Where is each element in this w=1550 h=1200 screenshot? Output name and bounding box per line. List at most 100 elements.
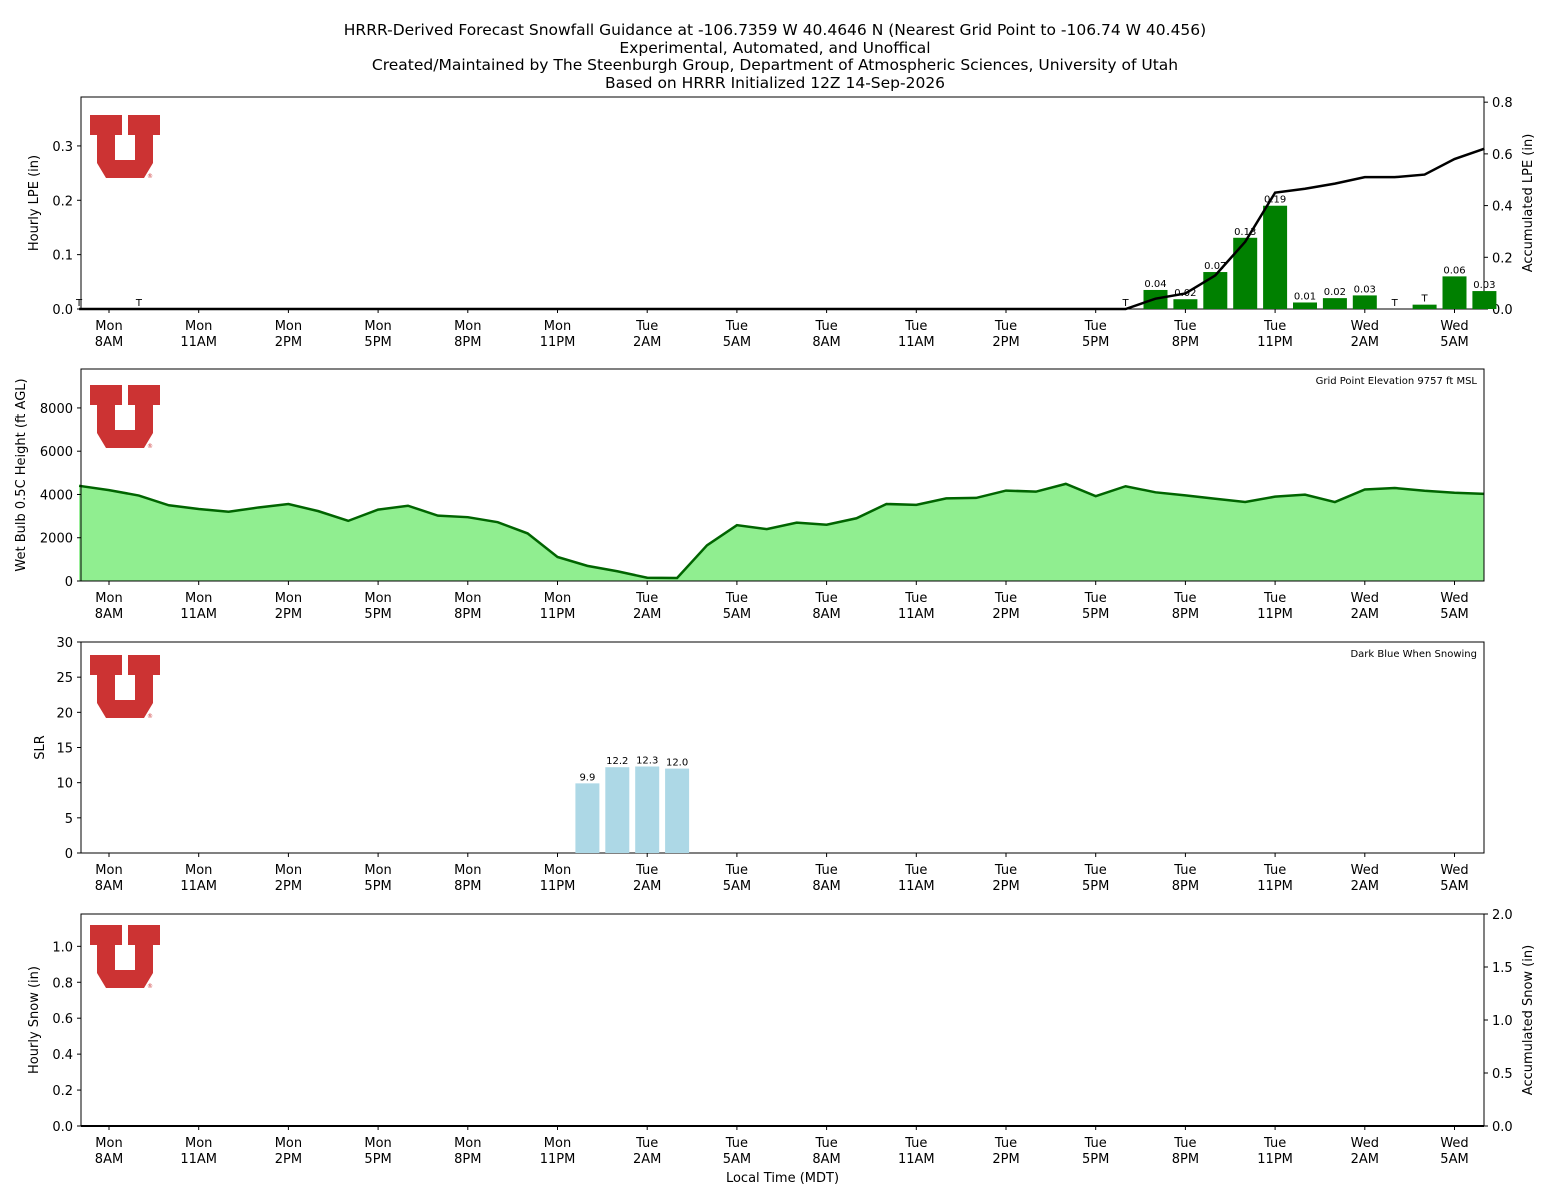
x-tick-label-hour: 2PM (275, 879, 302, 894)
y2-tick-label: 0.8 (1492, 96, 1513, 111)
x-tick-label-day: Mon (95, 591, 122, 606)
x-tick-label-day: Tue (1263, 863, 1286, 878)
x-tick-label-day: Tue (1084, 863, 1107, 878)
slr-bar-label: 12.0 (666, 758, 688, 769)
x-tick-label-day: Mon (275, 863, 302, 878)
x-tick-label-hour: 5AM (723, 335, 751, 350)
x-tick-label-hour: 5PM (364, 607, 391, 622)
x-tick-label-day: Mon (364, 319, 391, 334)
lpe-trace-label: T (75, 298, 83, 309)
x-tick-label-hour: 11PM (1257, 879, 1293, 894)
x-tick-label-hour: 11AM (898, 335, 935, 350)
x-tick-label-hour: 11PM (540, 607, 576, 622)
lpe-bar-label: 0.07 (1204, 261, 1226, 272)
lpe-bar-label: 0.13 (1234, 227, 1256, 238)
x-tick-label-day: Wed (1440, 1136, 1468, 1151)
university-of-utah-logo: ® (90, 385, 160, 450)
x-tick-label-hour: 5AM (1440, 607, 1468, 622)
x-tick-label-hour: 11PM (1257, 335, 1293, 350)
chart-subtitle-experimental: Experimental, Automated, and Unoffical (619, 39, 931, 57)
y-tick-label: 2000 (40, 532, 73, 547)
x-tick-label-day: Tue (1173, 591, 1196, 606)
x-tick-label-hour: 2AM (1351, 879, 1379, 894)
x-tick-label-day: Tue (725, 1136, 748, 1151)
x-tick-label-day: Tue (994, 591, 1017, 606)
y2-tick-label: 1.5 (1492, 961, 1513, 976)
logo-u-shape (90, 925, 160, 988)
x-tick-label-day: Tue (725, 319, 748, 334)
x-tick-label-hour: 11AM (180, 335, 217, 350)
x-tick-label-hour: 5PM (1082, 607, 1109, 622)
x-tick-label-day: Mon (454, 1136, 481, 1151)
x-tick-label-hour: 8AM (812, 335, 840, 350)
logo-u-shape (90, 655, 160, 718)
x-tick-label-hour: 2AM (633, 607, 661, 622)
x-tick-label-hour: 11AM (180, 607, 217, 622)
lpe-trace-label: T (1122, 298, 1130, 309)
x-tick-label-day: Mon (95, 319, 122, 334)
x-tick-label-day: Wed (1351, 1136, 1379, 1151)
y2-axis-label-accumulated-lpe: Accumulated LPE (in) (1521, 134, 1536, 273)
x-tick-label-hour: 2PM (992, 607, 1019, 622)
x-tick-label-hour: 8AM (812, 1152, 840, 1167)
x-tick-label-hour: 2AM (1351, 335, 1379, 350)
x-tick-label-day: Tue (1173, 319, 1196, 334)
lpe-bar-label: 0.06 (1443, 265, 1465, 276)
x-tick-label-hour: 5AM (723, 1152, 751, 1167)
x-tick-label-hour: 5PM (1082, 1152, 1109, 1167)
lpe-bar (1263, 205, 1288, 309)
lpe-bar (1322, 298, 1347, 309)
y-tick-label: 0 (65, 575, 73, 590)
y2-tick-label: 0.4 (1492, 200, 1513, 215)
chart-subtitle-init: Based on HRRR Initialized 12Z 14-Sep-202… (604, 74, 946, 92)
x-tick-label-day: Tue (1084, 591, 1107, 606)
snowing-color-annotation: Dark Blue When Snowing (1350, 649, 1477, 660)
slr-bar-label: 12.3 (636, 755, 658, 766)
lpe-bar-label: 0.04 (1144, 279, 1166, 290)
x-tick-label-hour: 11AM (898, 879, 935, 894)
x-tick-label-day: Mon (364, 1136, 391, 1151)
x-tick-label-hour: 8PM (454, 335, 481, 350)
x-tick-label-hour: 2AM (633, 335, 661, 350)
x-tick-label-day: Tue (904, 591, 927, 606)
x-tick-label-hour: 5AM (1440, 335, 1468, 350)
x-tick-label-day: Tue (725, 863, 748, 878)
x-tick-label-hour: 8AM (812, 879, 840, 894)
x-tick-label-hour: 11PM (540, 1152, 576, 1167)
x-tick-label-hour: 8AM (95, 607, 123, 622)
x-tick-label-day: Mon (95, 1136, 122, 1151)
logo-registered-mark: ® (147, 713, 153, 720)
y-axis-label-wetbulb: Wet Bulb 0.5C Height (ft AGL) (14, 378, 29, 571)
university-of-utah-logo: ® (90, 925, 160, 990)
slr-bar (665, 768, 690, 853)
x-tick-label-day: Tue (635, 863, 658, 878)
x-tick-label-hour: 11AM (898, 607, 935, 622)
x-tick-label-hour: 5PM (364, 1152, 391, 1167)
x-tick-label-hour: 5AM (1440, 879, 1468, 894)
x-axis-label-local-time: Local Time (MDT) (726, 1171, 839, 1186)
x-tick-label-hour: 5AM (723, 879, 751, 894)
y-tick-label: 25 (56, 671, 73, 686)
x-tick-label-hour: 5AM (1440, 1152, 1468, 1167)
x-tick-label-day: Tue (814, 591, 837, 606)
x-tick-label-hour: 5AM (723, 607, 751, 622)
x-tick-label-day: Tue (994, 863, 1017, 878)
x-tick-label-hour: 8PM (1172, 607, 1199, 622)
lpe-bar (1352, 295, 1377, 309)
lpe-bar-label: 0.03 (1473, 280, 1495, 291)
university-of-utah-logo: ® (90, 655, 160, 720)
lpe-bar (1293, 302, 1317, 309)
y-tick-label: 0.1 (52, 249, 73, 264)
x-tick-label-day: Tue (994, 319, 1017, 334)
x-tick-label-hour: 8PM (454, 879, 481, 894)
x-tick-label-day: Tue (1084, 1136, 1107, 1151)
x-tick-label-day: Wed (1351, 319, 1379, 334)
x-tick-label-hour: 11AM (180, 879, 217, 894)
x-tick-label-hour: 2PM (275, 335, 302, 350)
lpe-bar (1203, 272, 1228, 309)
y-tick-label: 0.8 (52, 976, 73, 991)
x-tick-label-hour: 2AM (1351, 607, 1379, 622)
x-tick-label-day: Wed (1440, 591, 1468, 606)
y-tick-label: 0.2 (52, 1084, 73, 1099)
